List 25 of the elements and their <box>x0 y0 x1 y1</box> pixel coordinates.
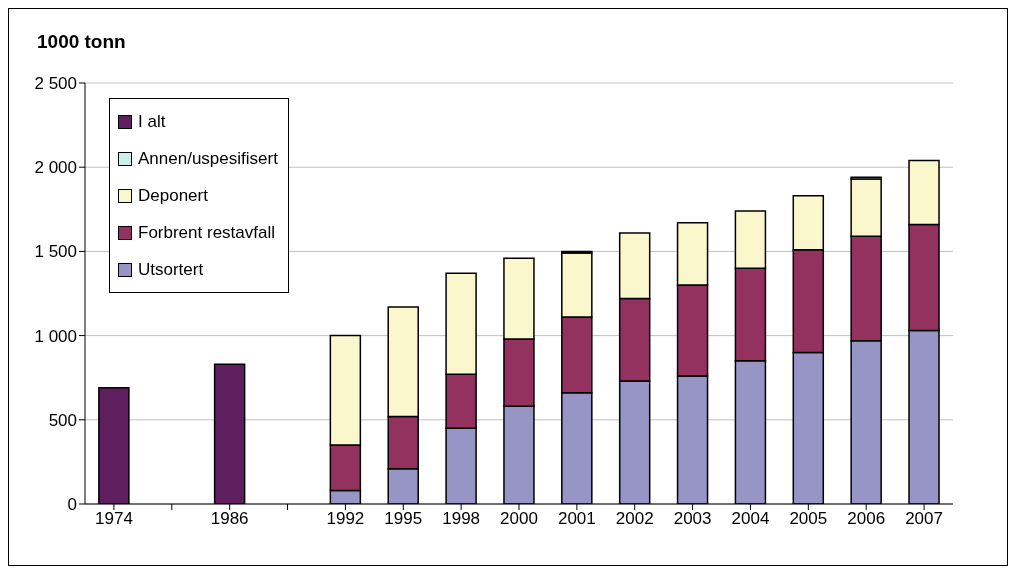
chart-title: 1000 tonn <box>37 31 126 53</box>
x-tick-label: 2003 <box>673 509 712 529</box>
x-tick-label: 2007 <box>905 509 943 529</box>
y-tick-label: 2 000 <box>34 158 77 178</box>
x-tick-label: 2004 <box>731 509 770 529</box>
y-tick-label: 1 500 <box>34 242 77 262</box>
legend-label: I alt <box>138 111 166 132</box>
x-tick-label: 1992 <box>326 509 365 529</box>
x-tick-label: 1986 <box>210 509 249 529</box>
legend-label: Deponert <box>138 185 208 206</box>
x-tick-label: 1998 <box>442 509 481 529</box>
y-tick-label: 500 <box>48 410 77 430</box>
y-tick-label: 2 500 <box>34 74 77 94</box>
legend-label: Utsortert <box>138 259 204 280</box>
y-tick-label: 1 000 <box>34 326 77 346</box>
y-tick-label: 0 <box>67 495 77 515</box>
x-tick-label: 1974 <box>95 509 133 529</box>
x-tick-label: 2000 <box>500 509 538 529</box>
legend-label: Forbrent restavfall <box>138 222 275 243</box>
x-tick-label: 2002 <box>615 509 654 529</box>
x-tick-label: 1995 <box>384 509 423 529</box>
legend-label: Annen/uspesifisert <box>138 148 278 169</box>
x-tick-label: 2001 <box>557 509 596 529</box>
x-tick-label: 2006 <box>847 509 886 529</box>
x-tick-label: 2005 <box>789 509 828 529</box>
